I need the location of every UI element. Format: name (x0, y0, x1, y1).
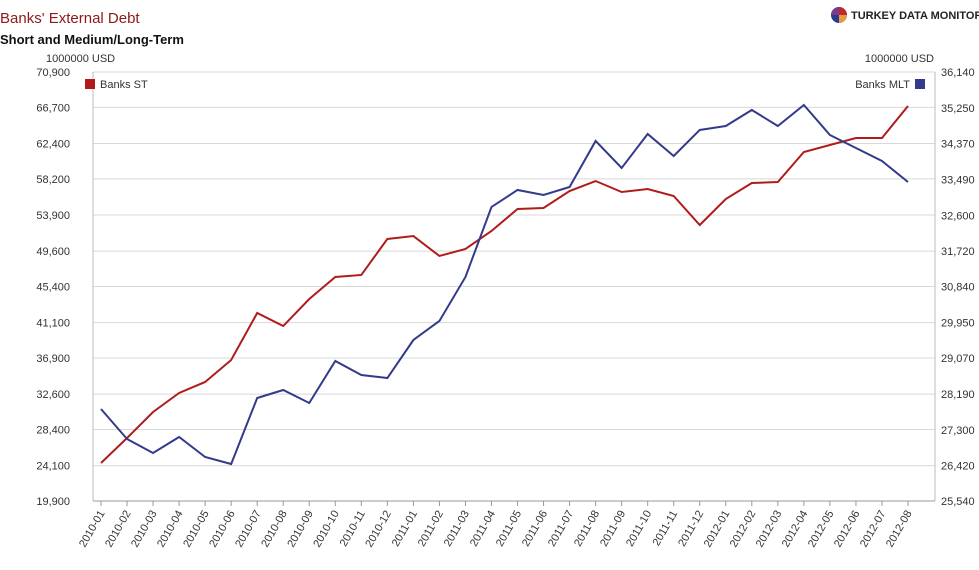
y2-tick-label: 33,490 (941, 174, 975, 186)
y2-tick-label: 29,070 (941, 353, 975, 365)
y-tick-label: 49,600 (36, 246, 70, 258)
legend-item: Banks ST (85, 79, 148, 91)
y-tick-label: 28,400 (36, 425, 70, 437)
legend-label: Banks ST (100, 79, 148, 91)
brand-logo (831, 7, 847, 23)
y2-tick-label: 35,250 (941, 103, 975, 115)
y2-tick-label: 29,950 (941, 318, 975, 330)
y-tick-label: 53,900 (36, 210, 70, 222)
y-tick-label: 45,400 (36, 282, 70, 294)
series-line (100, 105, 909, 464)
y2-axis-label: 1000000 USD (865, 53, 934, 65)
y-tick-label: 36,900 (36, 353, 70, 365)
y-tick-label: 32,600 (36, 389, 70, 401)
chart-subtitle: Short and Medium/Long-Term (0, 32, 184, 47)
y2-tick-label: 30,840 (941, 282, 975, 294)
brand-name: TURKEY DATA MONITOR (851, 10, 979, 22)
legend-swatch (85, 79, 95, 89)
y2-tick-label: 34,370 (941, 139, 975, 151)
y-axis-label: 1000000 USD (46, 53, 115, 65)
y2-tick-label: 31,720 (941, 246, 975, 258)
y-tick-label: 66,700 (36, 102, 70, 114)
y-tick-label: 24,100 (36, 461, 70, 473)
y-tick-label: 70,900 (36, 67, 70, 79)
y2-tick-label: 27,300 (941, 425, 975, 437)
legend-item: Banks MLT (855, 79, 925, 91)
x-tick-label: 2012-08 (884, 509, 915, 550)
y-tick-label: 62,400 (36, 139, 70, 151)
y2-tick-label: 25,540 (941, 496, 975, 508)
chart-title: Banks' External Debt (0, 10, 140, 27)
y-tick-label: 19,900 (36, 496, 70, 508)
y2-tick-label: 26,420 (941, 460, 975, 472)
y2-tick-label: 32,600 (941, 210, 975, 222)
series-line (100, 103, 909, 466)
y2-tick-label: 36,140 (941, 67, 975, 79)
y-tick-label: 41,100 (36, 318, 70, 330)
legend-swatch (915, 79, 925, 89)
y2-tick-label: 28,190 (941, 389, 975, 401)
y-tick-label: 58,200 (36, 174, 70, 186)
legend-label: Banks MLT (855, 79, 910, 91)
